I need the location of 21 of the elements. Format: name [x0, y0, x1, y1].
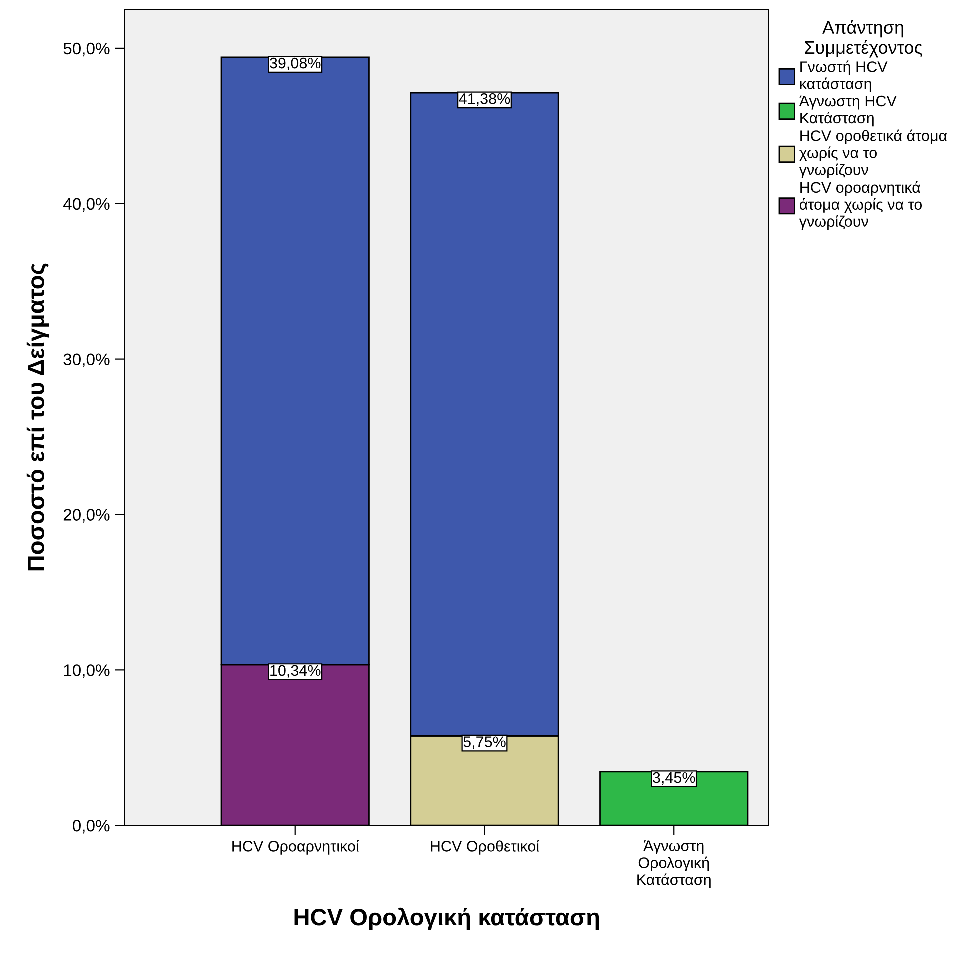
y-tick-label: 30,0%	[64, 354, 110, 368]
x-tick-label: HCV Οροθετικοί	[431, 840, 540, 855]
x-axis-title: HCV Ορολογική κατάσταση	[294, 908, 600, 930]
data-label: 39,08%	[270, 58, 321, 70]
data-label: 3,45%	[653, 772, 696, 786]
legend-title: Απάντηση Συμμετέχοντος	[805, 20, 922, 58]
legend-label: HCV οροθετικά άτομα χωρίς να το γνωρίζουν	[799, 130, 948, 178]
y-tick-label: 40,0%	[63, 198, 110, 212]
y-axis-title: Ποσοστό επί του Δείγματος	[26, 264, 50, 571]
legend-label: Άγνωστη HCV Κατάσταση	[799, 96, 897, 127]
data-label: 41,38%	[459, 93, 510, 106]
data-label: 5,75%	[464, 736, 506, 750]
y-tick-label: 20,0%	[64, 509, 110, 523]
legend-label: HCV οροαρνητικά άτομα χωρίς να το γνωρίζουν	[799, 181, 922, 230]
x-tick-label: Άγνωστη Ορολογική Κατάσταση	[638, 840, 711, 888]
y-tick-label: 10,0%	[64, 664, 110, 678]
legend-label: Γνωστή HCV κατάσταση	[800, 60, 888, 92]
x-tick-label: HCV Οροαρνητικοί	[232, 840, 360, 855]
y-tick-label: 0,0%	[73, 820, 110, 834]
data-label: 10,34%	[270, 665, 321, 678]
y-tick-label: 50,0%	[64, 42, 110, 57]
